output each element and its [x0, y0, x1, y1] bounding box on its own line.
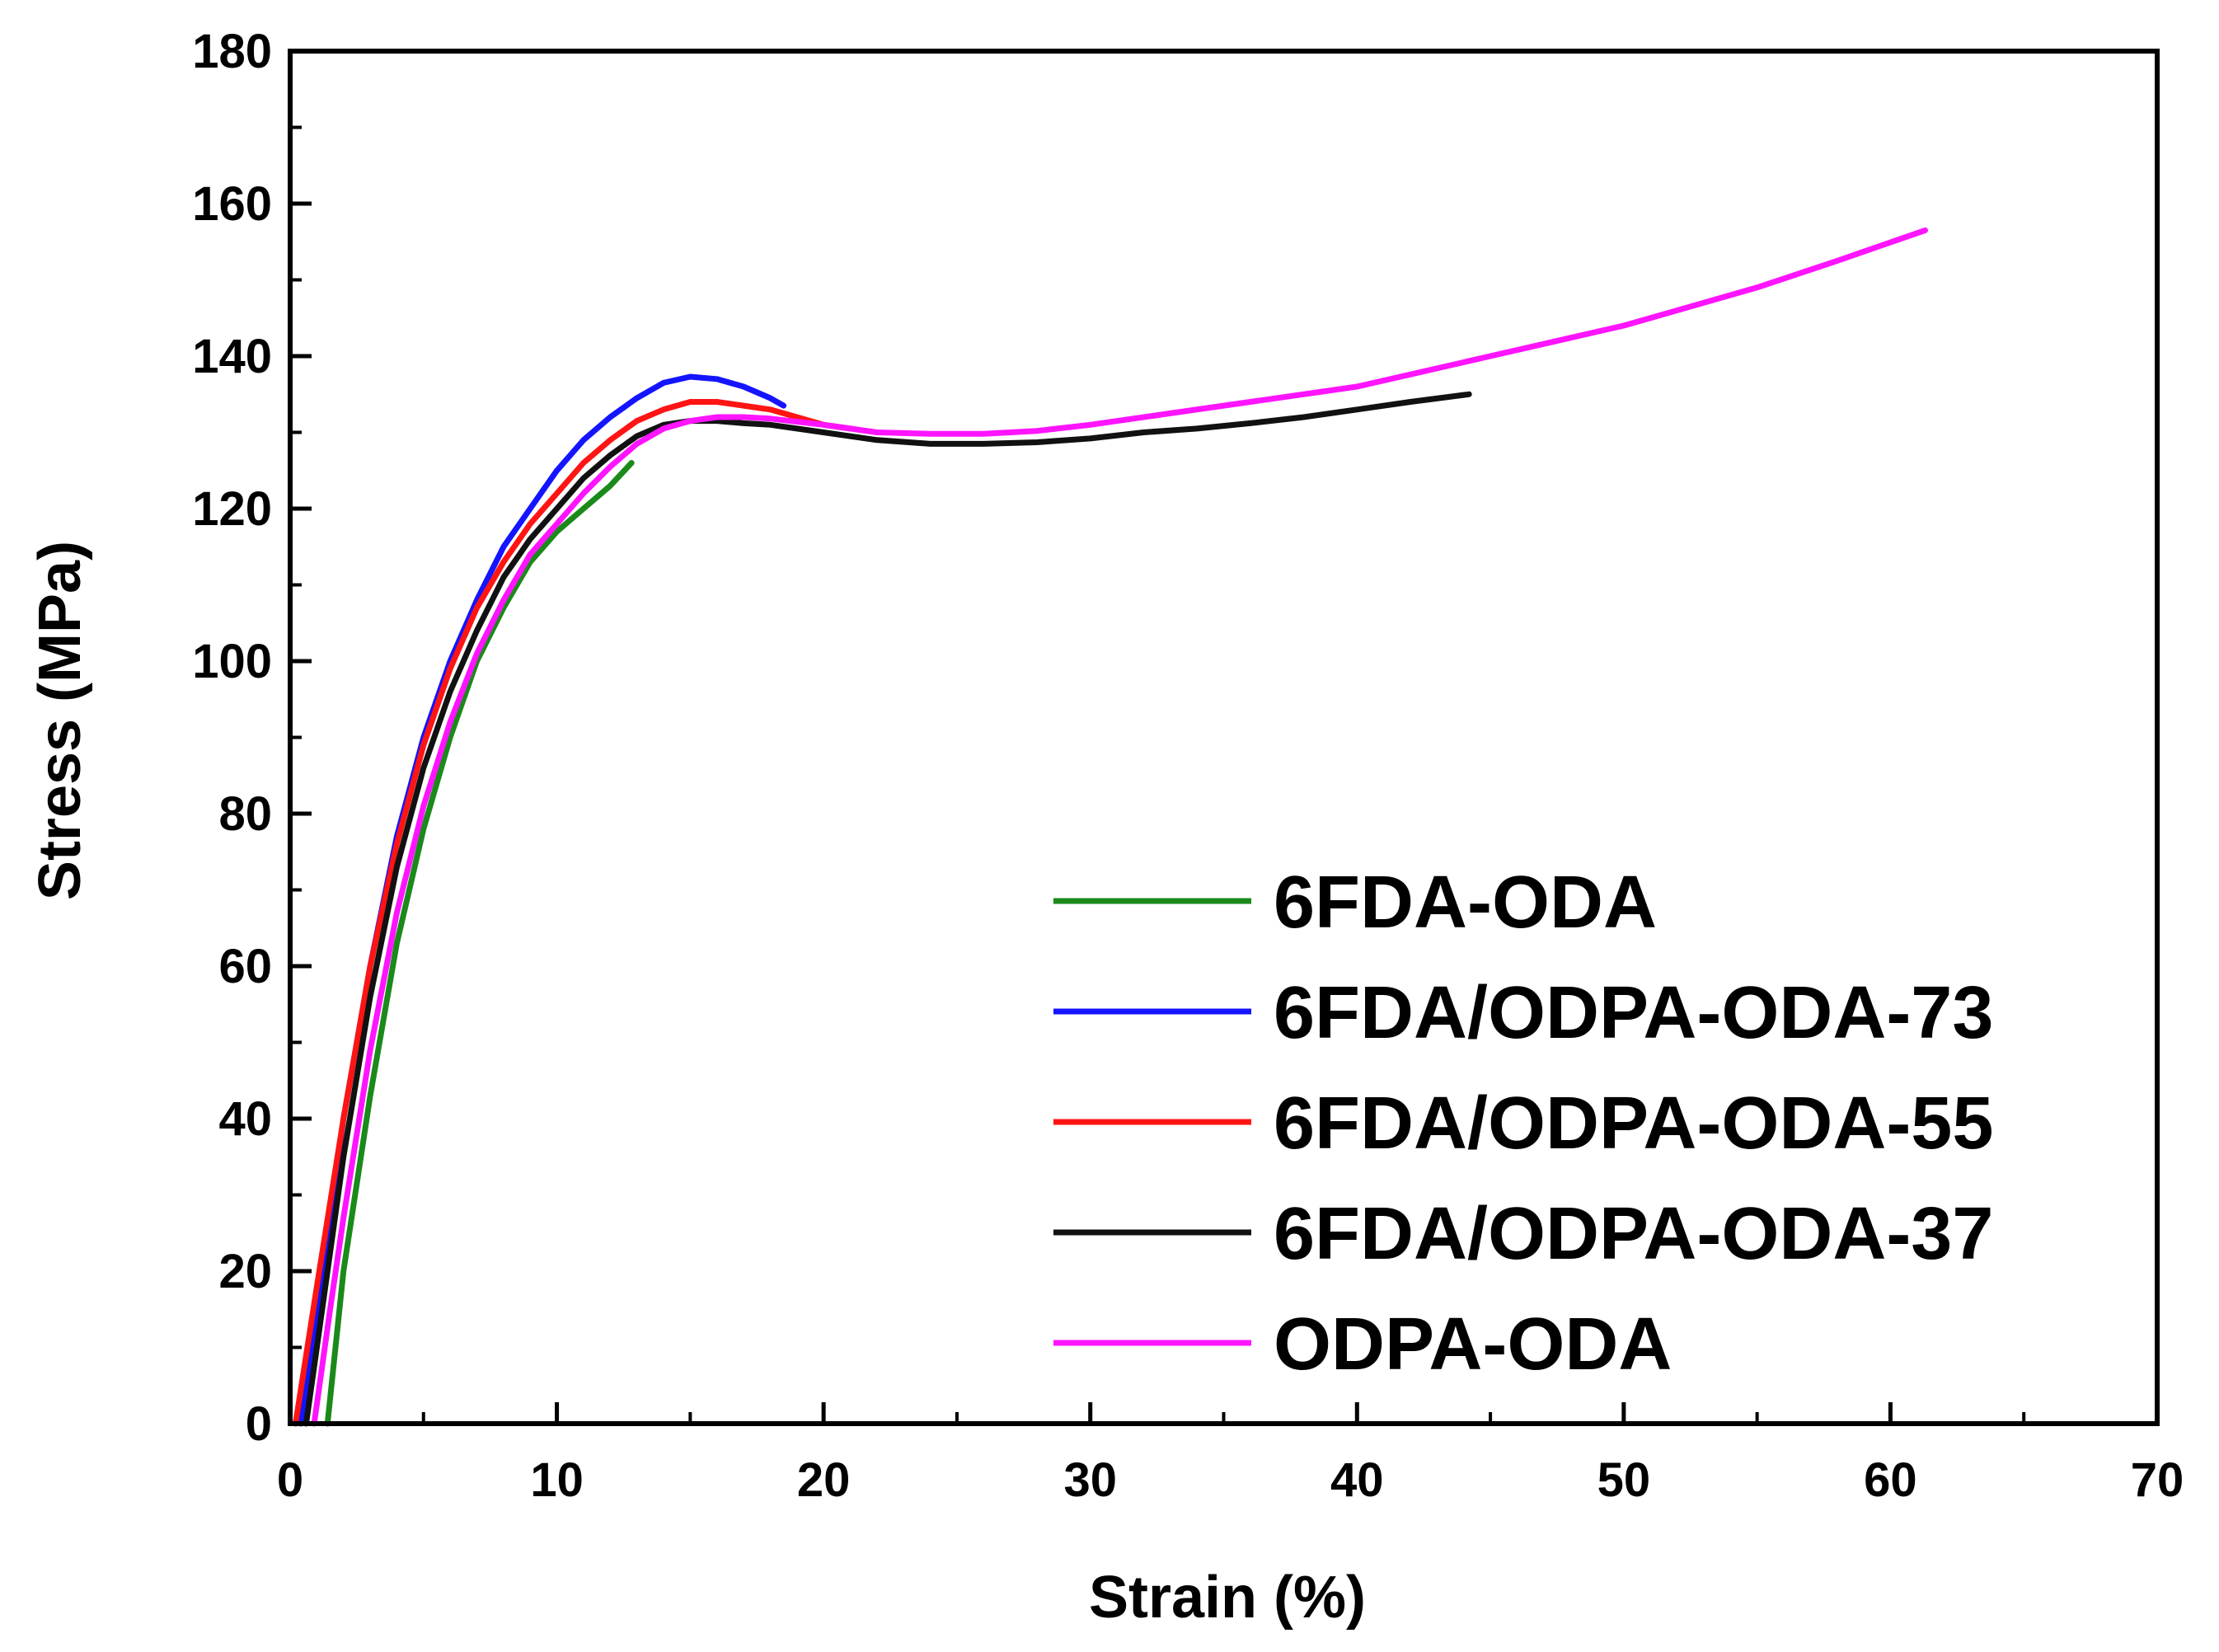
y-tick-label: 120 [192, 482, 272, 536]
series-line-5 [311, 227, 1928, 1427]
series-line-3 [293, 399, 853, 1427]
y-tick-label: 0 [246, 1397, 272, 1451]
legend-label-4: 6FDA/ODPA-ODA-37 [1274, 1193, 1993, 1275]
y-tick-label: 60 [218, 940, 272, 993]
legend-label-1: 6FDA-ODA [1274, 861, 1657, 944]
y-tick-label: 20 [218, 1245, 272, 1298]
legend-label-5: ODPA-ODA [1274, 1303, 1672, 1386]
y-tick-label: 40 [218, 1092, 272, 1146]
x-tick-label: 10 [530, 1453, 584, 1507]
x-tick-label: 40 [1330, 1453, 1384, 1507]
series-line-2 [298, 373, 787, 1427]
y-tick-label: 160 [192, 177, 272, 231]
y-tick-label: 100 [192, 635, 272, 688]
x-tick-label: 20 [797, 1453, 851, 1507]
legend: 6FDA-ODA 6FDA/ODPA-ODA-73 6FDA/ODPA-ODA-55… [1053, 861, 1993, 1386]
y-tick-label: 140 [192, 330, 272, 383]
ticks-layer: 0 10 20 30 40 50 60 70 0 20 40 60 80 100 120 140 160 180 [192, 25, 2184, 1507]
legend-label-2: 6FDA/ODPA-ODA-73 [1274, 972, 1993, 1054]
x-tick-label: 50 [1597, 1453, 1651, 1507]
series-line-4 [303, 391, 1472, 1427]
x-tick-label: 0 [277, 1453, 303, 1507]
series-layer [293, 227, 1928, 1427]
x-tick-label: 30 [1063, 1453, 1117, 1507]
y-tick-label: 80 [218, 787, 272, 841]
x-axis-title: Strain (%) [1089, 1565, 1366, 1631]
x-tick-label: 70 [2131, 1453, 2184, 1507]
x-tick-label: 60 [1864, 1453, 1917, 1507]
y-tick-label: 180 [192, 25, 272, 78]
y-axis-title: Stress (MPa) [27, 541, 93, 900]
legend-label-3: 6FDA/ODPA-ODA-55 [1274, 1082, 1993, 1165]
